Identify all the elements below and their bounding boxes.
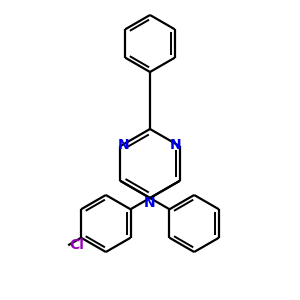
- Text: Cl: Cl: [69, 238, 84, 252]
- Text: N: N: [144, 196, 156, 210]
- Text: N: N: [118, 138, 130, 152]
- Text: N: N: [170, 138, 182, 152]
